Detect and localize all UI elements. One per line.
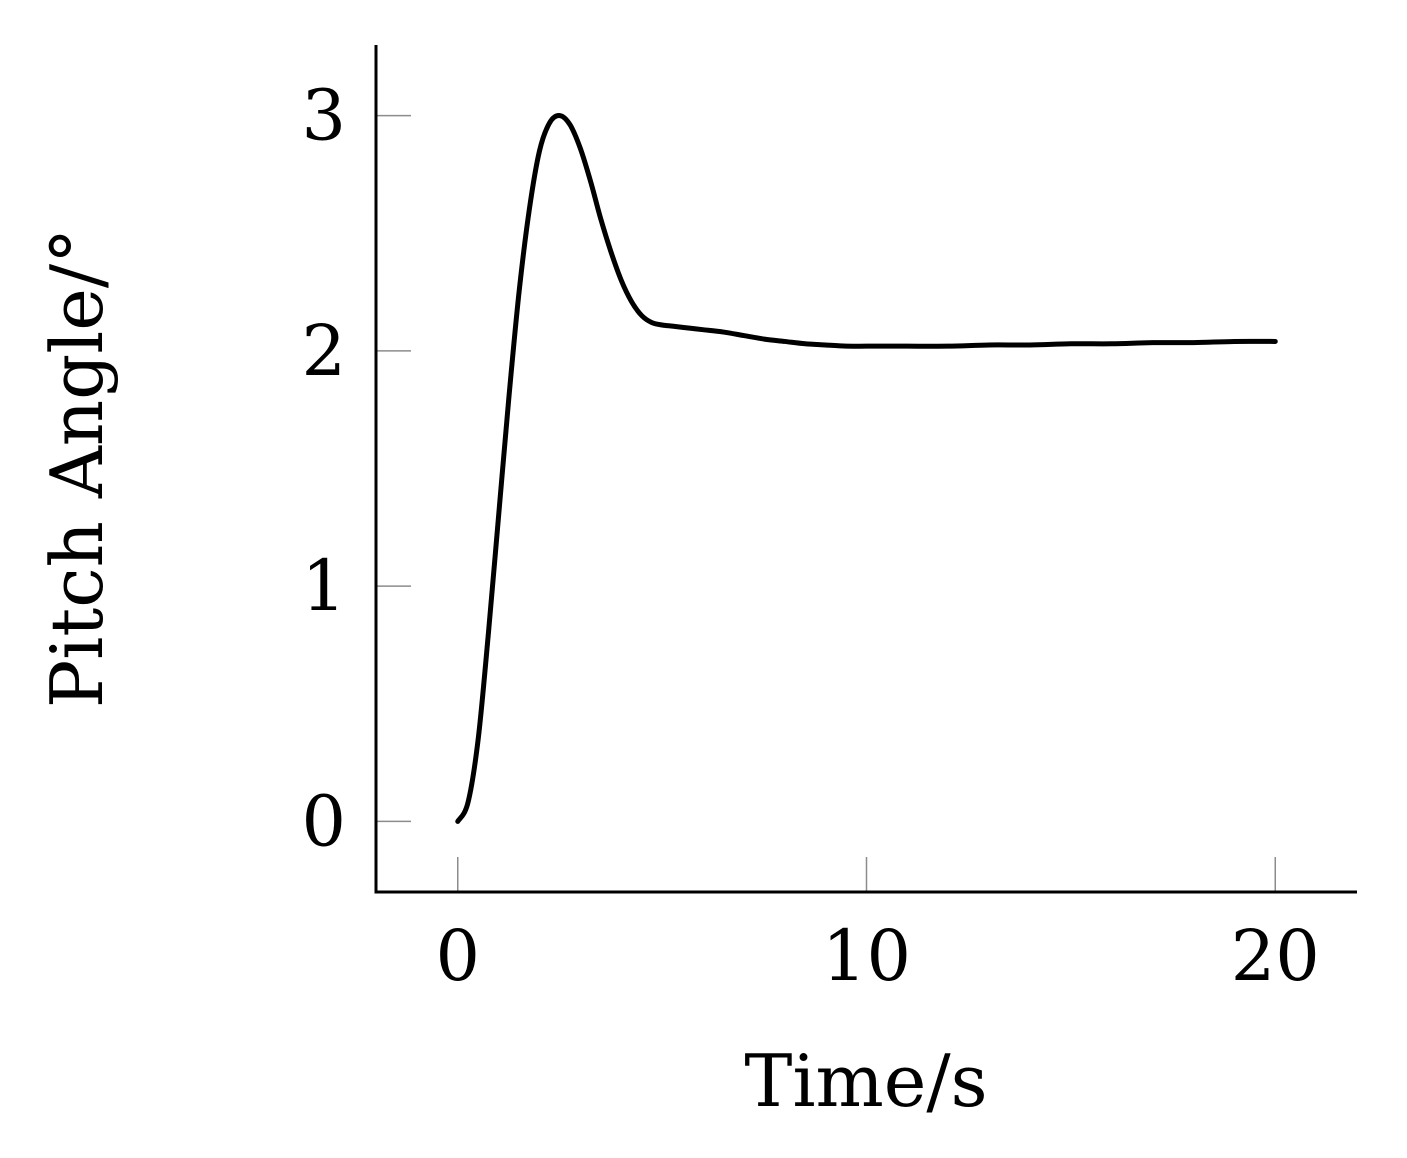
x-tick-label: 0: [435, 915, 480, 997]
y-tick-label: 0: [301, 780, 346, 862]
y-tick-label: 2: [301, 310, 346, 392]
x-axis-label: Time/s: [744, 1039, 987, 1123]
y-axis-label: Pitch Angle/°: [35, 228, 119, 708]
series-line-0: [455, 113, 1278, 824]
y-tick-label: 1: [301, 545, 346, 627]
y-tick-label: 3: [301, 75, 346, 157]
x-axis-ticks: 0 10 20: [435, 857, 1320, 997]
y-axis-ticks: 0 1 2 3: [301, 75, 411, 862]
x-tick-label: 10: [822, 915, 911, 997]
x-tick-label: 20: [1231, 915, 1320, 997]
series-group: [455, 113, 1278, 824]
